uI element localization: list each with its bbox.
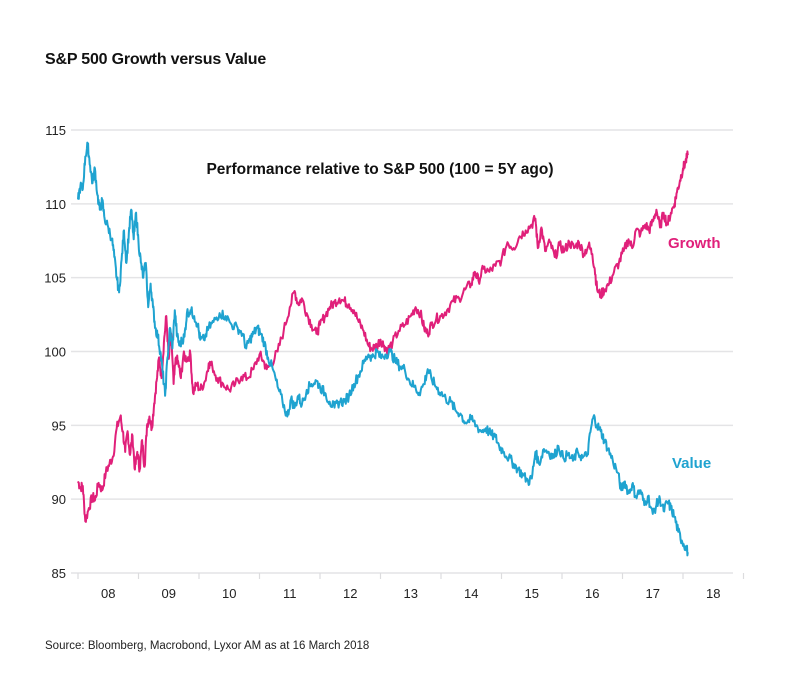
- y-tick-label: 100: [44, 345, 66, 360]
- value-line: [77, 141, 689, 557]
- x-tick-label: 13: [404, 586, 418, 601]
- x-tick-label: 15: [525, 586, 539, 601]
- growth-line: [77, 150, 689, 523]
- x-tick-label: 12: [343, 586, 357, 601]
- x-tick-label: 16: [585, 586, 599, 601]
- x-tick-label: 11: [283, 586, 297, 601]
- y-tick-label: 95: [52, 418, 66, 433]
- y-axis: 85 90 95 100 105 110 115: [44, 123, 66, 581]
- y-tick-label: 90: [52, 492, 66, 507]
- x-tick-label: 17: [646, 586, 660, 601]
- chart-title: S&P 500 Growth versus Value: [45, 51, 267, 68]
- x-tick-label: 08: [101, 586, 115, 601]
- series-lines: [77, 141, 689, 557]
- x-tick-label: 09: [162, 586, 176, 601]
- x-tick-label: 14: [464, 586, 478, 601]
- value-series-label: Value: [672, 455, 711, 472]
- source-note: Source: Bloomberg, Macrobond, Lyxor AM a…: [45, 640, 370, 652]
- y-tick-label: 105: [44, 271, 66, 286]
- x-axis: 08 09 10 11 12 13 14 15 16 17 18: [77, 573, 745, 601]
- y-tick-label: 85: [52, 566, 66, 581]
- growth-series-label: Growth: [668, 235, 721, 252]
- y-tick-label: 115: [45, 123, 66, 138]
- y-tick-label: 110: [45, 197, 66, 212]
- x-tick-label: 10: [222, 586, 236, 601]
- chart-subtitle: Performance relative to S&P 500 (100 = 5…: [206, 161, 553, 178]
- x-tick-label: 18: [706, 586, 720, 601]
